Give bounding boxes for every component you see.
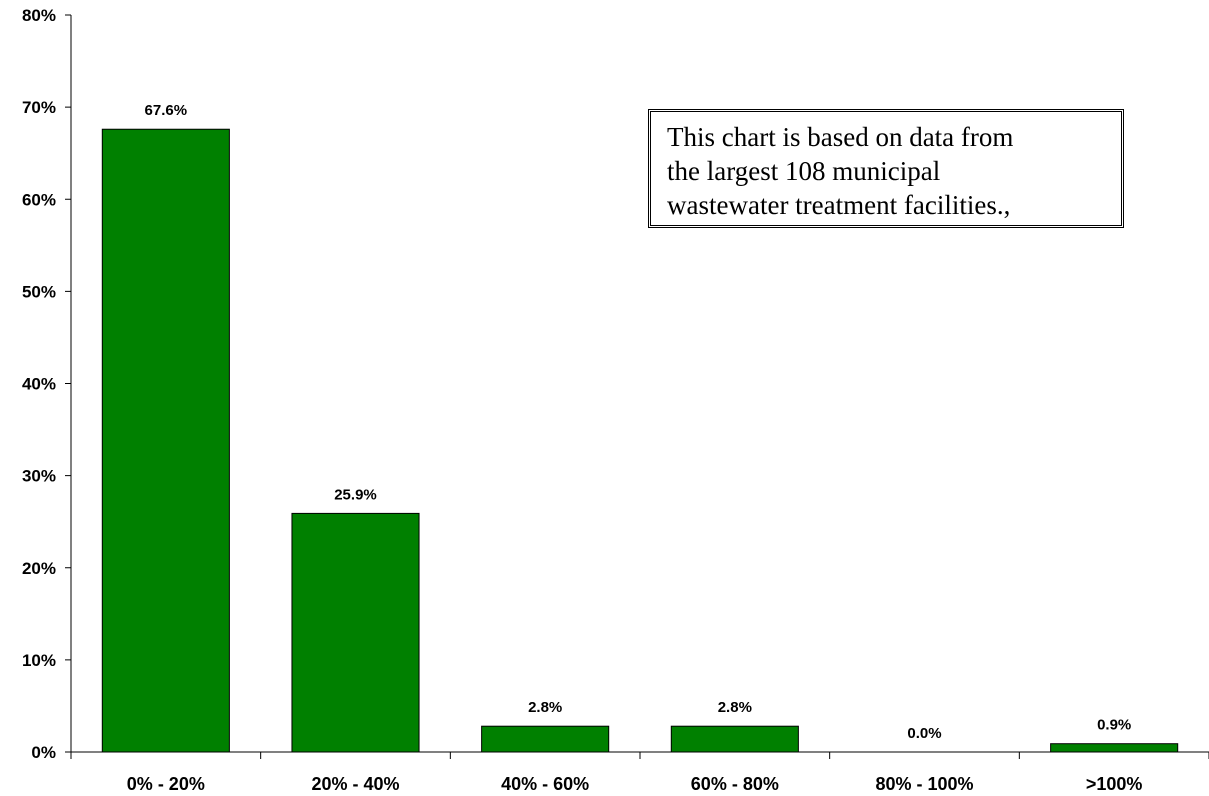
- bar: [481, 725, 610, 753]
- x-axis: 0% - 20% 20% - 40% 40% - 60% 60% - 80% 80% -…: [70, 751, 1209, 794]
- bar-value-label: 0.0%: [907, 725, 941, 742]
- annotation-box: This chart is based on data from the lar…: [648, 109, 1124, 228]
- y-tick-label: 50%: [22, 282, 56, 301]
- y-tick-label: 80%: [22, 6, 56, 25]
- bar: [670, 725, 799, 753]
- bar: [101, 128, 230, 753]
- bar-value-label: 2.8%: [528, 699, 562, 716]
- category-label: 20% - 40%: [311, 774, 399, 794]
- category-label: 80% - 100%: [875, 774, 973, 794]
- bars: [101, 128, 1179, 753]
- y-tick-label: 30%: [22, 467, 56, 486]
- bar-value-label: 67.6%: [145, 102, 188, 119]
- bar: [291, 512, 420, 753]
- y-tick-label: 70%: [22, 98, 56, 117]
- category-label: 40% - 60%: [501, 774, 589, 794]
- bar-value-label: 0.9%: [1097, 717, 1131, 734]
- y-tick-label: 60%: [22, 190, 56, 209]
- category-label: 60% - 80%: [691, 774, 779, 794]
- y-axis: 0% 10% 20% 30% 40% 50% 60% 70% 80%: [22, 6, 72, 762]
- bar: [1050, 743, 1179, 753]
- y-tick-label: 40%: [22, 375, 56, 394]
- bar-value-label: 25.9%: [334, 486, 377, 503]
- y-tick-label: 10%: [22, 651, 56, 670]
- data-labels: 67.6% 25.9% 2.8% 2.8% 0.0% 0.9%: [145, 102, 1132, 742]
- category-label: >100%: [1086, 774, 1143, 794]
- bar-value-label: 2.8%: [718, 699, 752, 716]
- y-tick-label: 20%: [22, 559, 56, 578]
- category-label: 0% - 20%: [127, 774, 205, 794]
- y-tick-label: 0%: [31, 743, 56, 762]
